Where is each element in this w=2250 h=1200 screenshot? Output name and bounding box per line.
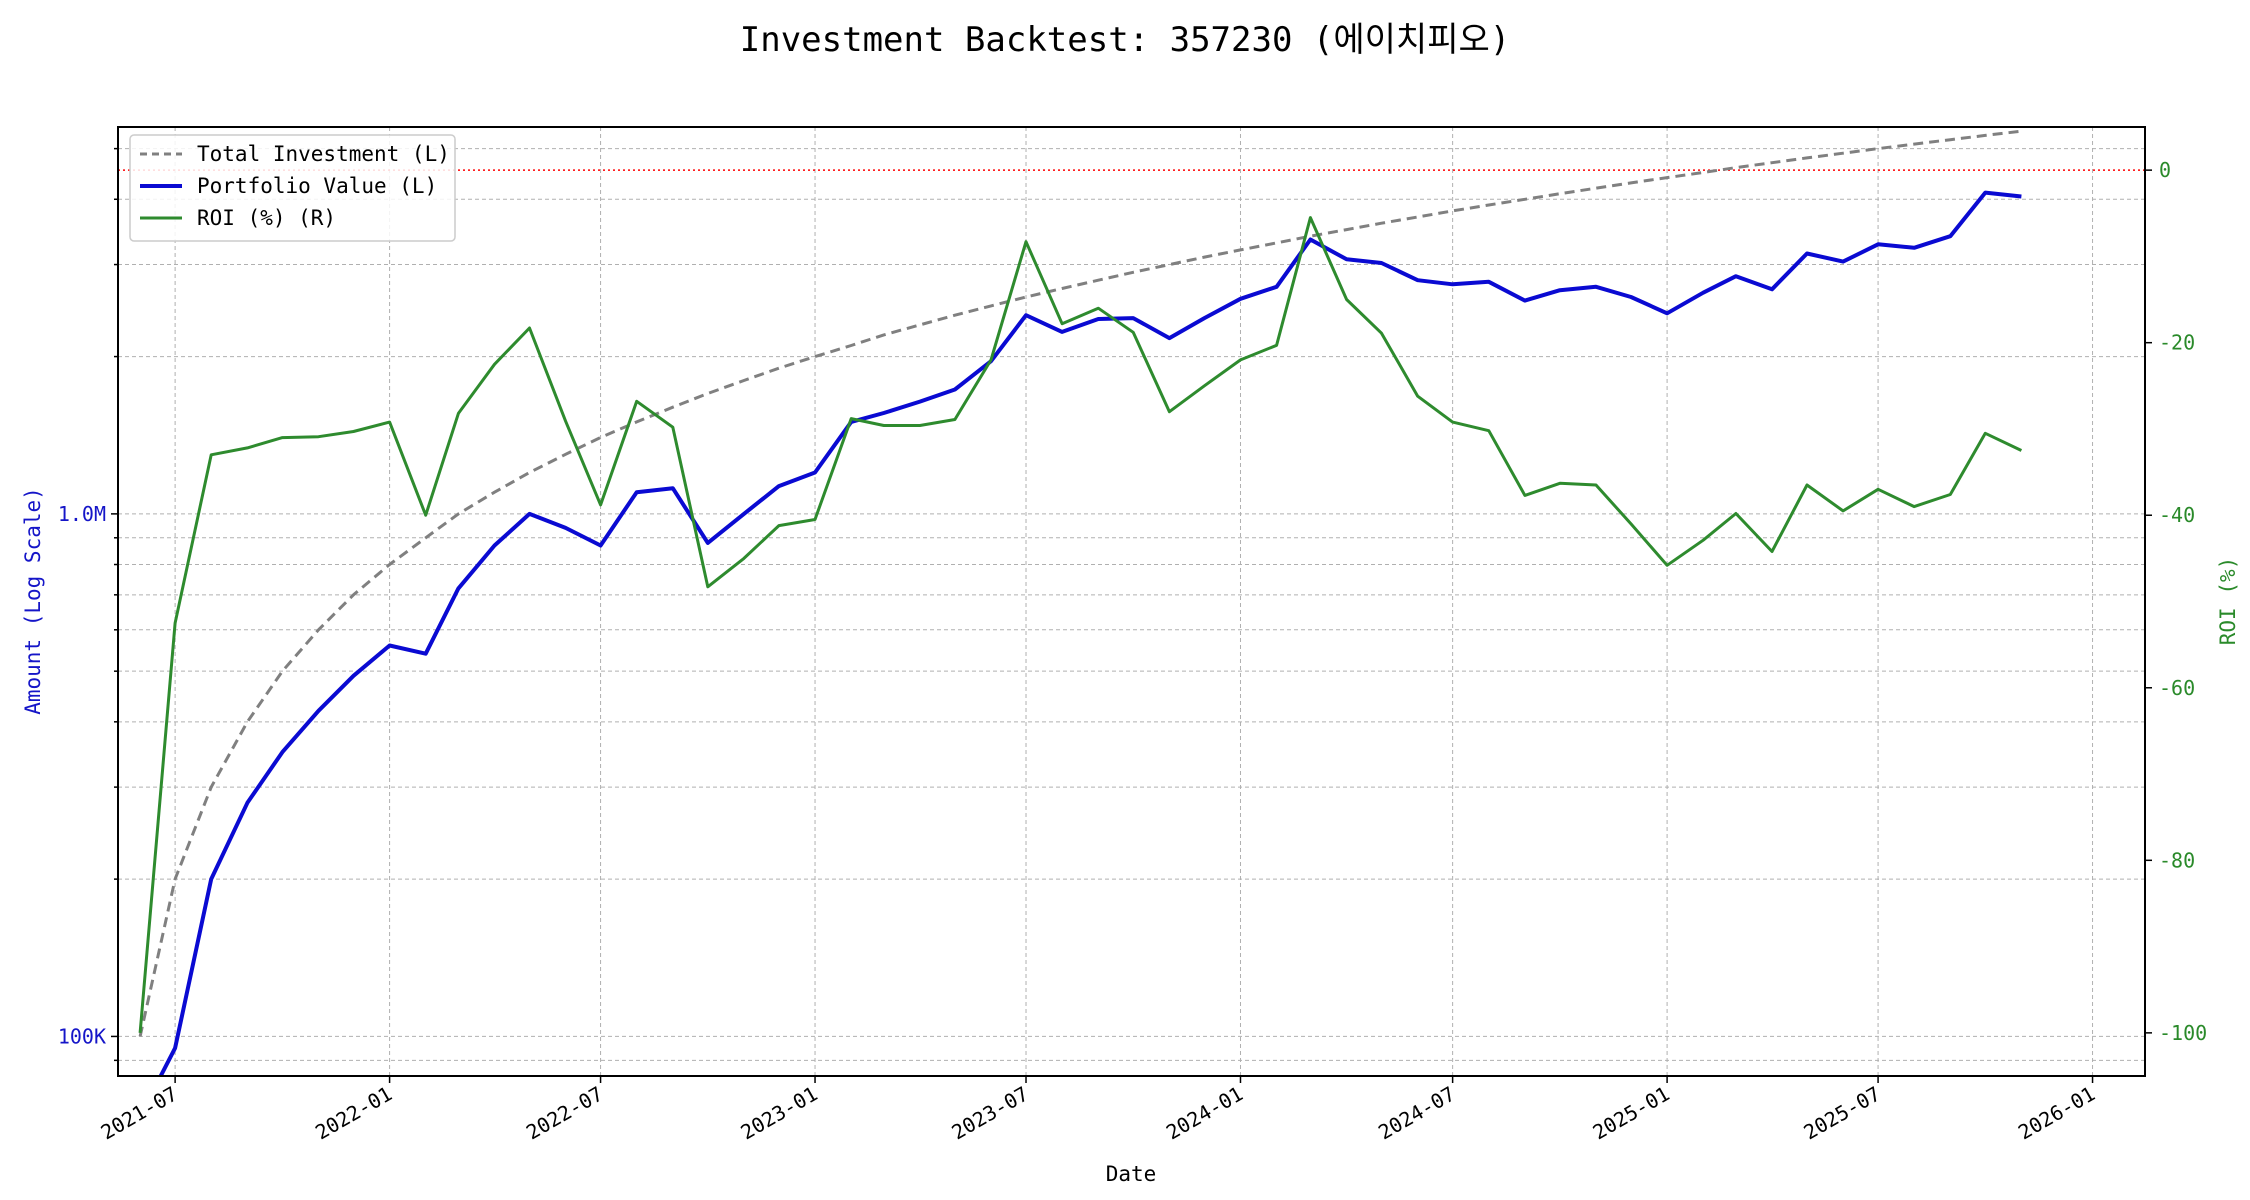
total-investment-line — [138, 129, 2022, 1037]
right-tick-label: -60 — [2159, 676, 2195, 700]
plot-area-frame — [117, 126, 2146, 1077]
x-tick-label: 2021-07 — [97, 1082, 182, 1145]
legend: Total Investment (L) Portfolio Value (L) R… — [129, 134, 456, 242]
portfolio-value-line — [158, 190, 2022, 1076]
left-tick-label: 100K — [58, 1024, 106, 1048]
x-axis-label: Date — [1106, 1162, 1157, 1186]
right-tick-label: -100 — [2159, 1021, 2207, 1045]
x-tick-label: 2022-01 — [311, 1082, 396, 1145]
x-tick-label: 2025-07 — [1800, 1082, 1885, 1145]
x-tick-label: 2026-01 — [2014, 1082, 2099, 1145]
series-lines — [138, 129, 2023, 1076]
legend-label: Total Investment (L) — [197, 142, 450, 166]
x-tick-label: 2024-07 — [1374, 1082, 1459, 1145]
roi-line — [138, 216, 2023, 1034]
chart-title: Investment Backtest: 357230 (에이치피오) — [739, 20, 1511, 60]
x-tick-label: 2023-01 — [737, 1082, 822, 1145]
legend-label: Portfolio Value (L) — [197, 174, 437, 198]
right-axis-label: ROI (%) — [2216, 557, 2240, 646]
x-tick-label: 2024-01 — [1162, 1082, 1247, 1145]
x-tick-label: 2023-07 — [948, 1082, 1033, 1145]
right-tick-label: -20 — [2159, 331, 2195, 355]
legend-label: ROI (%) (R) — [197, 206, 336, 230]
grid-lines — [118, 127, 2145, 1076]
right-tick-label: -80 — [2159, 848, 2195, 872]
right-tick-label: -40 — [2159, 503, 2195, 527]
axes: 2021-07 2022-01 2022-07 2023-01 2023-07 2024-… — [58, 147, 2207, 1145]
right-tick-label: 0 — [2159, 158, 2171, 182]
legend-box — [129, 134, 456, 242]
x-tick-label: 2022-07 — [522, 1082, 607, 1145]
left-tick-label: 1.0M — [58, 502, 106, 526]
x-tick-label: 2025-01 — [1589, 1082, 1674, 1145]
left-axis-label: Amount (Log Scale) — [21, 487, 45, 715]
